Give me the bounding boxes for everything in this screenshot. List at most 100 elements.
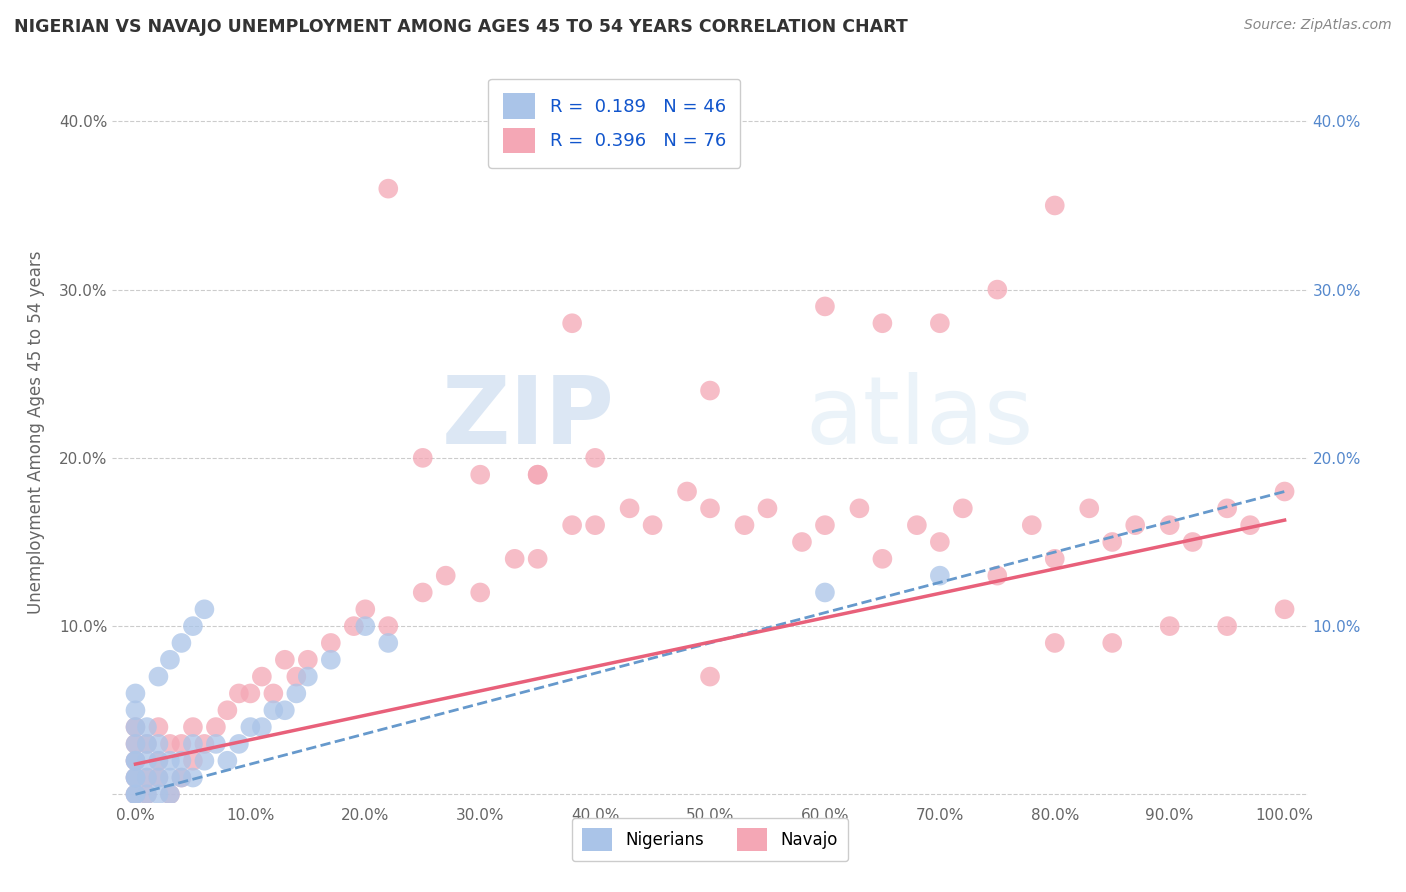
Point — [952, 501, 974, 516]
Point — [790, 535, 813, 549]
Point — [193, 754, 215, 768]
Point — [124, 788, 146, 802]
Point — [159, 788, 181, 802]
Point — [181, 720, 204, 734]
Point — [734, 518, 756, 533]
Point — [136, 754, 159, 768]
Point — [561, 518, 583, 533]
Point — [1078, 501, 1101, 516]
Point — [136, 788, 159, 802]
Point — [250, 720, 273, 734]
Point — [217, 703, 239, 717]
Point — [148, 754, 170, 768]
Point — [124, 737, 146, 751]
Point — [136, 788, 159, 802]
Point — [124, 771, 146, 785]
Point — [124, 771, 146, 785]
Point — [136, 737, 159, 751]
Point — [170, 636, 193, 650]
Point — [217, 754, 239, 768]
Point — [297, 670, 319, 684]
Point — [124, 720, 146, 734]
Point — [170, 771, 193, 785]
Point — [250, 670, 273, 684]
Text: ZIP: ZIP — [441, 372, 614, 464]
Point — [193, 602, 215, 616]
Point — [285, 686, 308, 700]
Text: Source: ZipAtlas.com: Source: ZipAtlas.com — [1244, 18, 1392, 32]
Point — [159, 754, 181, 768]
Point — [205, 720, 228, 734]
Point — [377, 619, 399, 633]
Point — [136, 737, 159, 751]
Point — [124, 788, 146, 802]
Point — [136, 771, 159, 785]
Point — [814, 300, 837, 314]
Point — [159, 788, 181, 802]
Point — [136, 771, 159, 785]
Point — [986, 568, 1008, 582]
Point — [148, 788, 170, 802]
Point — [412, 585, 434, 599]
Point — [274, 703, 297, 717]
Point — [124, 771, 146, 785]
Point — [676, 484, 699, 499]
Point — [274, 653, 297, 667]
Point — [170, 737, 193, 751]
Point — [928, 316, 950, 330]
Point — [148, 720, 170, 734]
Point — [239, 720, 262, 734]
Point — [181, 754, 204, 768]
Text: atlas: atlas — [806, 372, 1033, 464]
Point — [148, 670, 170, 684]
Point — [1043, 551, 1066, 566]
Point — [986, 283, 1008, 297]
Point — [905, 518, 928, 533]
Point — [503, 551, 526, 566]
Point — [124, 754, 146, 768]
Point — [1181, 535, 1204, 549]
Point — [470, 467, 492, 482]
Point — [124, 788, 146, 802]
Point — [1239, 518, 1261, 533]
Point — [193, 737, 215, 751]
Point — [170, 771, 193, 785]
Point — [343, 619, 366, 633]
Point — [124, 754, 146, 768]
Point — [159, 771, 181, 785]
Point — [170, 754, 193, 768]
Point — [148, 771, 170, 785]
Point — [434, 568, 457, 582]
Point — [297, 653, 319, 667]
Point — [285, 670, 308, 684]
Point — [354, 602, 377, 616]
Point — [1274, 484, 1296, 499]
Point — [814, 518, 837, 533]
Point — [159, 653, 181, 667]
Point — [377, 181, 399, 195]
Point — [148, 754, 170, 768]
Point — [377, 636, 399, 650]
Point — [124, 737, 146, 751]
Point — [124, 686, 146, 700]
Point — [470, 585, 492, 599]
Point — [124, 720, 146, 734]
Point — [1043, 198, 1066, 212]
Point — [148, 771, 170, 785]
Point — [561, 316, 583, 330]
Point — [848, 501, 870, 516]
Point — [205, 737, 228, 751]
Point — [181, 737, 204, 751]
Point — [1043, 636, 1066, 650]
Point — [928, 535, 950, 549]
Point — [319, 636, 342, 650]
Point — [756, 501, 779, 516]
Point — [239, 686, 262, 700]
Point — [262, 686, 284, 700]
Point — [124, 754, 146, 768]
Point — [526, 551, 548, 566]
Point — [872, 316, 894, 330]
Point — [872, 551, 894, 566]
Point — [1159, 619, 1181, 633]
Point — [228, 686, 250, 700]
